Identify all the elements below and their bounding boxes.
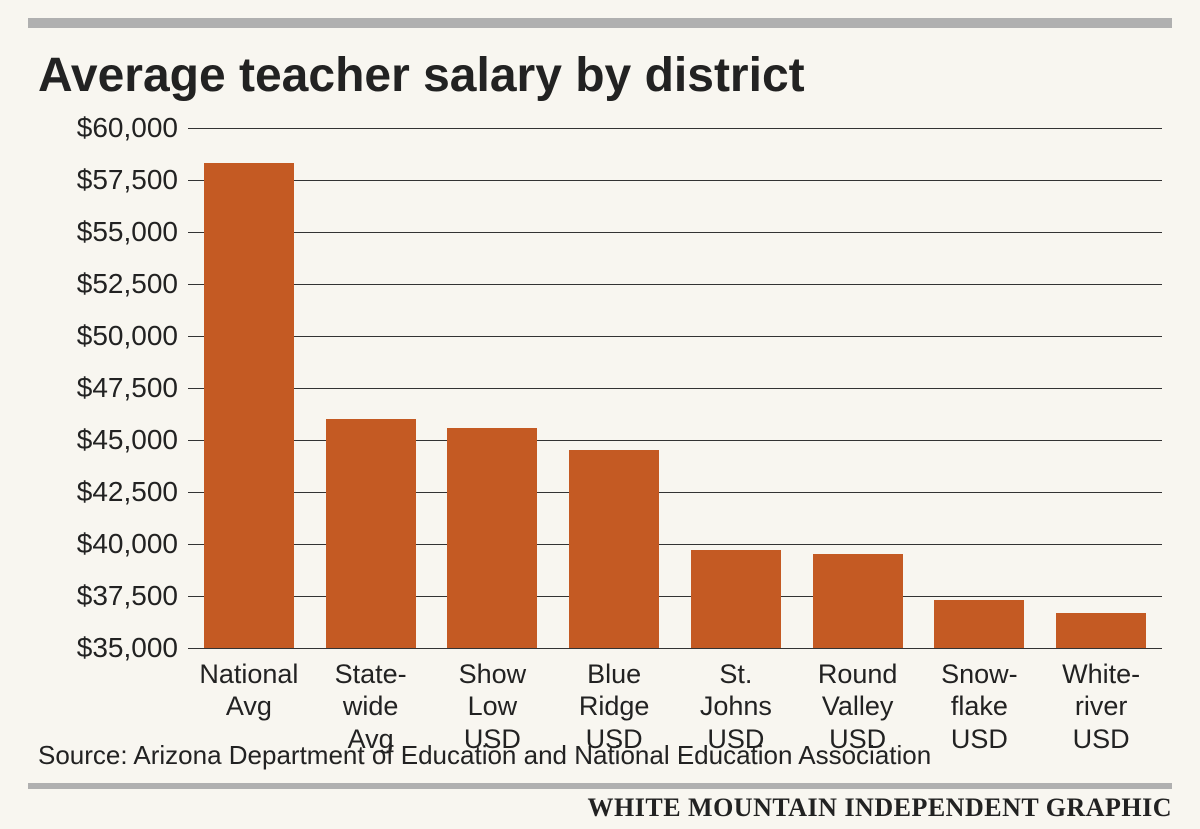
y-tick-label: $37,500 xyxy=(38,580,178,612)
bar xyxy=(204,163,294,648)
top-rule xyxy=(28,18,1172,28)
bar xyxy=(326,419,416,648)
bar-slot xyxy=(432,128,554,648)
credit-text: WHITE MOUNTAIN INDEPENDENT GRAPHIC xyxy=(588,793,1172,823)
y-tick-label: $50,000 xyxy=(38,320,178,352)
y-tick-label: $45,000 xyxy=(38,424,178,456)
bar-slot xyxy=(188,128,310,648)
y-tick-label: $52,500 xyxy=(38,268,178,300)
bar-slot xyxy=(919,128,1041,648)
bar xyxy=(934,600,1024,648)
x-tick-label: Snow- flake USD xyxy=(919,658,1041,755)
y-tick-label: $35,000 xyxy=(38,632,178,664)
chart-container: Average teacher salary by district $60,0… xyxy=(0,0,1200,829)
chart-area: $60,000$57,500$55,000$52,500$50,000$47,5… xyxy=(38,128,1162,648)
bar-slot xyxy=(797,128,919,648)
source-text: Source: Arizona Department of Education … xyxy=(38,740,931,771)
gridline xyxy=(188,648,1162,649)
bar xyxy=(447,428,537,648)
bar-slot xyxy=(1040,128,1162,648)
bar-slot xyxy=(310,128,432,648)
y-tick-label: $55,000 xyxy=(38,216,178,248)
y-tick-label: $47,500 xyxy=(38,372,178,404)
bar-slot xyxy=(675,128,797,648)
bar xyxy=(813,554,903,648)
y-tick-label: $40,000 xyxy=(38,528,178,560)
chart-title: Average teacher salary by district xyxy=(38,48,805,103)
y-axis-labels: $60,000$57,500$55,000$52,500$50,000$47,5… xyxy=(38,128,178,648)
y-tick-label: $42,500 xyxy=(38,476,178,508)
bar xyxy=(569,450,659,648)
x-tick-label: White- river USD xyxy=(1040,658,1162,755)
bottom-rule xyxy=(28,783,1172,789)
bar xyxy=(691,550,781,648)
y-tick-label: $57,500 xyxy=(38,164,178,196)
y-tick-label: $60,000 xyxy=(38,112,178,144)
bar-slot xyxy=(553,128,675,648)
bar xyxy=(1056,613,1146,648)
plot-area xyxy=(188,128,1162,648)
bars-group xyxy=(188,128,1162,648)
